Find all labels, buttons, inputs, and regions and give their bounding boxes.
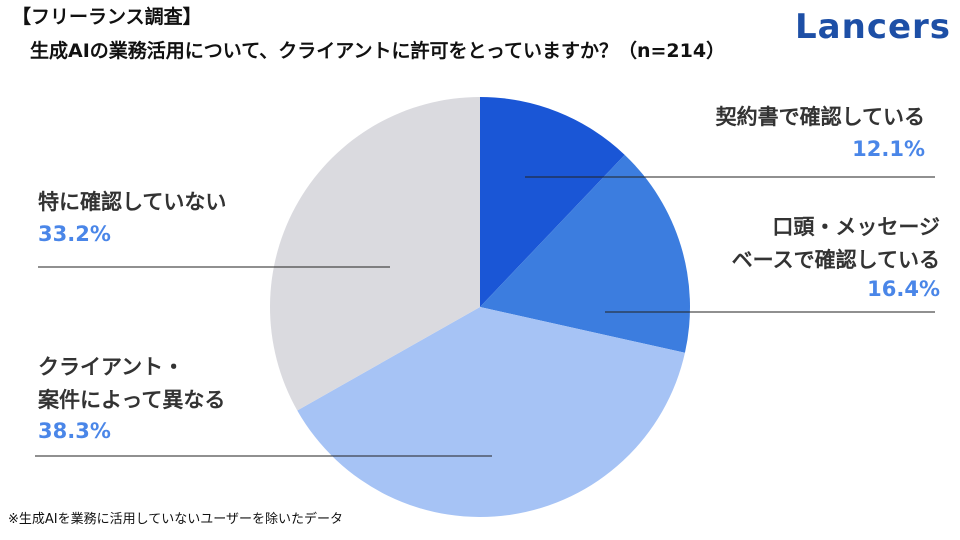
footnote: ※生成AIを業務に活用していないユーザーを除いたデータ	[8, 512, 343, 527]
slice-label: 特に確認していない	[38, 190, 227, 214]
value-label: 33.2%	[38, 222, 111, 246]
chart-subtitle: 生成AIの業務活用について、クライアントに許可をとっていますか？（n=214）	[30, 40, 726, 62]
value-label: 16.4%	[867, 277, 940, 301]
pie-slice	[297, 307, 685, 517]
chart-title: 【フリーランス調査】	[12, 6, 202, 28]
value-label: 12.1%	[852, 137, 925, 161]
value-label: 38.3%	[38, 419, 111, 443]
pie-slice	[480, 97, 625, 307]
pie-slice	[480, 154, 690, 353]
slice-label: 口頭・メッセージ ベースで確認している	[731, 215, 940, 272]
logo: Lancers	[795, 7, 952, 47]
slice-label: クライアント・ 案件によって異なる	[38, 355, 226, 412]
pie-slice	[269, 97, 480, 411]
slice-label: 契約書で確認している	[715, 105, 925, 129]
